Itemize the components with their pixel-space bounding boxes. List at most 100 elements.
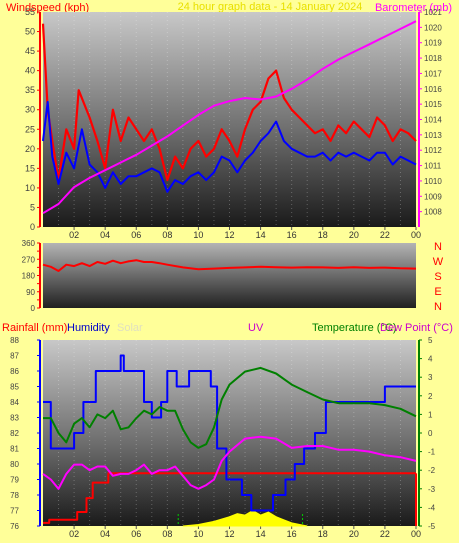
- x-tick-label: 18: [318, 529, 328, 539]
- temperature-tick-label: 2: [428, 392, 433, 401]
- climate-panel-x-axis: 02 04 06 08 10 12 14 16 18 20 22 00: [69, 526, 421, 539]
- x-tick-label: 12: [224, 230, 234, 240]
- temperature-tick-label: 0: [428, 429, 433, 438]
- compass-label: N: [434, 301, 442, 313]
- humidity-tick-label: 85: [10, 383, 19, 392]
- x-tick-label: 04: [100, 230, 110, 240]
- x-tick-label: 04: [100, 529, 110, 539]
- temperature-tick-label: -3: [428, 485, 436, 494]
- temperature-line: [43, 366, 417, 449]
- x-tick-label: 10: [193, 230, 203, 240]
- wind-panel-background: [43, 12, 416, 227]
- x-tick-label: 22: [380, 230, 390, 240]
- direction-panel-background: [43, 243, 416, 308]
- average-wind-line: [42, 100, 417, 193]
- direction-tick-label: 360: [22, 239, 36, 248]
- x-tick-label: 12: [224, 529, 234, 539]
- x-tick-label: 00: [411, 529, 421, 539]
- x-tick-label: 16: [287, 529, 297, 539]
- direction-tick-label: 270: [22, 255, 36, 264]
- temperature-axis: -5 -4 -3 -2 -1 0 1 2 3 4 5: [418, 336, 436, 531]
- barometer-tick-label: 1021: [424, 8, 442, 17]
- barometer-tick-label: 1014: [424, 116, 442, 125]
- humidity-tick-label: 77: [10, 507, 19, 516]
- direction-tick-label: 90: [26, 288, 35, 297]
- humidity-tick-label: 79: [10, 476, 19, 485]
- x-tick-label: 16: [287, 230, 297, 240]
- windspeed-tick-label: 50: [25, 27, 35, 37]
- windspeed-tick-label: 30: [25, 105, 35, 115]
- windspeed-tick-label: 15: [25, 163, 35, 173]
- temperature-tick-label: 1: [428, 410, 433, 419]
- windspeed-tick-label: 45: [25, 46, 35, 56]
- x-tick-label: 22: [380, 529, 390, 539]
- wind-direction-line: [42, 259, 417, 272]
- humidity-tick-label: 86: [10, 367, 19, 376]
- temperature-tick-label: -5: [428, 522, 436, 531]
- windspeed-tick-label: 5: [30, 202, 35, 212]
- barometer-tick-label: 1009: [424, 192, 442, 201]
- barometer-tick-label: 1013: [424, 131, 442, 140]
- windspeed-tick-label: 40: [25, 66, 35, 76]
- windspeed-tick-label: 10: [25, 183, 35, 193]
- x-tick-label: 08: [162, 230, 172, 240]
- x-tick-label: 20: [349, 529, 359, 539]
- humidity-tick-label: 76: [10, 522, 19, 531]
- windspeed-tick-label: 0: [30, 222, 35, 232]
- wind-panel-series: [41, 20, 417, 215]
- windspeed-tick-label: 55: [25, 7, 35, 17]
- temperature-tick-label: 3: [428, 373, 433, 382]
- temperature-tick-label: -4: [428, 503, 436, 512]
- solar-area: [182, 509, 308, 527]
- x-tick-label: 14: [256, 529, 266, 539]
- barometer-tick-label: 1015: [424, 100, 442, 109]
- humidity-label: Humidity: [67, 322, 110, 334]
- x-tick-label: 08: [162, 529, 172, 539]
- temperature-tick-label: 4: [428, 355, 433, 364]
- x-tick-label: 02: [69, 230, 79, 240]
- temperature-tick-label: 5: [428, 336, 433, 345]
- rainfall-line: [43, 472, 416, 524]
- chart-title: 24 hour graph data - 14 January 2024: [178, 1, 363, 13]
- humidity-tick-label: 88: [10, 336, 19, 345]
- x-tick-label: 00: [411, 230, 421, 240]
- windspeed-tick-label: 35: [25, 85, 35, 95]
- wind-panel-x-axis: 02 04 06 08 10 12 14 16 18 20 22 00: [69, 227, 421, 240]
- barometer-tick-label: 1017: [424, 69, 442, 78]
- barometer-tick-label: 1018: [424, 54, 442, 63]
- dewpoint-line: [42, 435, 417, 490]
- humidity-tick-label: 83: [10, 414, 19, 423]
- barometer-tick-label: 1012: [424, 146, 442, 155]
- x-tick-label: 18: [318, 230, 328, 240]
- windspeed-axis: 0 5 10 15 20 25 30 35 40 45 50 55: [25, 7, 41, 232]
- compass-label: E: [434, 286, 441, 298]
- barometer-tick-label: 1010: [424, 177, 442, 186]
- humidity-tick-label: 80: [10, 460, 19, 469]
- humidity-tick-label: 87: [10, 352, 19, 361]
- direction-tick-label: 180: [22, 272, 36, 281]
- windspeed-line: [41, 23, 417, 182]
- x-tick-label: 06: [131, 529, 141, 539]
- uv-label: UV: [248, 322, 264, 334]
- humidity-line: [43, 354, 416, 512]
- barometer-axis: 1008 1009 1010 1011 1012 1013 1014 1015 1016 1017…: [418, 8, 442, 227]
- humidity-axis: 76 77 78 79 80 81 82 83 84 85 86 87 88: [10, 336, 41, 531]
- climate-panel-series: [42, 354, 417, 527]
- x-tick-label: 02: [69, 529, 79, 539]
- barometer-tick-label: 1016: [424, 85, 442, 94]
- barometer-tick-label: 1008: [424, 208, 442, 217]
- humidity-tick-label: 82: [10, 429, 19, 438]
- barometer-axis-label: Barometer (mb): [375, 2, 452, 14]
- x-tick-label: 10: [193, 529, 203, 539]
- temperature-tick-label: -1: [428, 448, 436, 457]
- compass-label: W: [433, 256, 444, 268]
- windspeed-axis-label: Windspeed (kph): [6, 2, 89, 14]
- solar-label: Solar: [117, 322, 143, 334]
- x-tick-label: 14: [256, 230, 266, 240]
- humidity-tick-label: 81: [10, 445, 19, 454]
- direction-tick-label: 0: [31, 304, 36, 313]
- barometer-tick-label: 1011: [424, 162, 442, 171]
- barometer-line: [42, 20, 417, 215]
- windspeed-tick-label: 25: [25, 124, 35, 134]
